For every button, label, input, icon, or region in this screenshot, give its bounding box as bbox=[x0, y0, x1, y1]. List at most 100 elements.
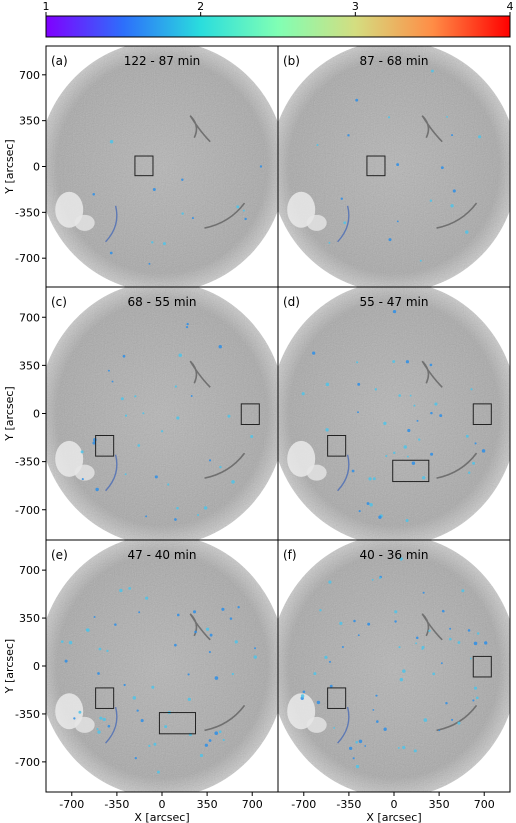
activity-point bbox=[231, 672, 234, 676]
filament bbox=[204, 452, 246, 479]
activity-point bbox=[476, 632, 480, 635]
filament bbox=[204, 202, 246, 229]
activity-point bbox=[132, 696, 137, 700]
y-tick-label: 700 bbox=[19, 311, 40, 324]
activity-point bbox=[167, 483, 170, 486]
activity-point bbox=[388, 238, 392, 242]
activity-point bbox=[107, 369, 110, 372]
activity-point bbox=[378, 515, 382, 519]
activity-point bbox=[102, 717, 106, 722]
activity-point bbox=[176, 416, 180, 420]
activity-point bbox=[397, 746, 400, 749]
activity-point bbox=[111, 380, 114, 383]
activity-point bbox=[136, 709, 139, 712]
plage-region bbox=[55, 440, 84, 477]
activity-point bbox=[429, 363, 433, 367]
region-box bbox=[327, 687, 347, 709]
activity-point bbox=[73, 717, 76, 720]
panel-title: 87 - 68 min bbox=[360, 54, 429, 68]
activity-point bbox=[328, 660, 332, 663]
activity-point bbox=[96, 727, 99, 731]
activity-point bbox=[80, 450, 84, 454]
panel-a: (a) 122 - 87 min 700 350 0 -350 -700 Y [arcsec] bbox=[3, 45, 279, 288]
activity-point bbox=[446, 115, 448, 118]
activity-point bbox=[181, 178, 184, 182]
activity-point bbox=[208, 650, 211, 654]
panel-label: (d) bbox=[283, 295, 300, 309]
activity-point bbox=[128, 586, 132, 590]
activity-point bbox=[450, 204, 454, 208]
activity-point bbox=[302, 690, 306, 694]
activity-point bbox=[191, 217, 194, 220]
activity-point bbox=[109, 251, 113, 255]
panel-d: (d) 55 - 47 min bbox=[277, 286, 511, 541]
activity-point bbox=[203, 506, 208, 510]
activity-point bbox=[123, 683, 126, 687]
activity-point bbox=[204, 743, 208, 747]
activity-point bbox=[394, 610, 398, 614]
activity-point bbox=[187, 697, 191, 702]
activity-point bbox=[250, 435, 254, 439]
activity-point bbox=[396, 163, 400, 167]
panel-title: 47 - 40 min bbox=[128, 548, 197, 562]
activity-point bbox=[142, 412, 145, 415]
activity-point bbox=[422, 591, 425, 594]
activity-point bbox=[468, 471, 471, 474]
activity-point bbox=[78, 710, 82, 714]
panel-title: 40 - 36 min bbox=[360, 548, 429, 562]
filament bbox=[189, 613, 211, 641]
activity-point bbox=[402, 669, 406, 673]
activity-point bbox=[313, 672, 317, 676]
x-axis-label: X [arcsec] bbox=[134, 811, 189, 823]
activity-point bbox=[93, 616, 96, 618]
activity-point bbox=[301, 392, 305, 396]
activity-point bbox=[109, 140, 114, 144]
colorbar-tick-label: 4 bbox=[507, 0, 514, 13]
activity-point bbox=[398, 646, 401, 649]
activity-point bbox=[440, 166, 444, 170]
activity-point bbox=[419, 259, 422, 262]
activity-point bbox=[81, 478, 84, 481]
activity-point bbox=[392, 310, 397, 314]
activity-point bbox=[140, 719, 144, 723]
x-tick-label: 0 bbox=[391, 798, 398, 811]
activity-point bbox=[98, 647, 102, 651]
activity-point bbox=[481, 449, 486, 453]
x-tick-label: -350 bbox=[336, 798, 361, 811]
activity-point bbox=[124, 473, 127, 476]
plage-region bbox=[55, 693, 84, 730]
activity-point bbox=[259, 165, 263, 168]
region-box bbox=[134, 155, 154, 177]
plage-region bbox=[306, 716, 327, 733]
activity-point bbox=[413, 404, 416, 407]
panel-title: 55 - 47 min bbox=[360, 295, 429, 309]
activity-point bbox=[93, 438, 97, 442]
activity-point bbox=[355, 741, 358, 744]
activity-point bbox=[97, 672, 100, 675]
activity-point bbox=[440, 662, 443, 665]
activity-point bbox=[451, 134, 454, 137]
activity-point bbox=[122, 354, 126, 358]
filament bbox=[189, 360, 211, 388]
activity-point bbox=[478, 135, 482, 139]
panel-title: 68 - 55 min bbox=[128, 295, 197, 309]
activity-point bbox=[356, 361, 359, 364]
activity-point bbox=[319, 608, 322, 612]
activity-point bbox=[452, 189, 456, 193]
activity-point bbox=[358, 510, 361, 513]
filament bbox=[189, 115, 211, 143]
activity-point bbox=[208, 459, 212, 462]
activity-point bbox=[398, 394, 402, 397]
panel-label: (e) bbox=[51, 548, 68, 562]
activity-point bbox=[92, 193, 96, 196]
region-box bbox=[327, 435, 347, 457]
panel-label: (f) bbox=[283, 548, 297, 562]
panel-label: (c) bbox=[51, 295, 67, 309]
activity-point bbox=[145, 596, 149, 600]
y-axis-label: Y [arcsec] bbox=[3, 386, 16, 441]
activity-point bbox=[333, 726, 336, 729]
activity-point bbox=[396, 220, 399, 223]
activity-point bbox=[385, 454, 388, 457]
activity-point bbox=[430, 411, 433, 415]
activity-point bbox=[176, 506, 179, 510]
